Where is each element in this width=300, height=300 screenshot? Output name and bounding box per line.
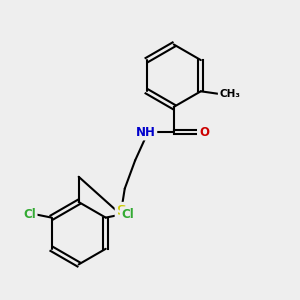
Text: NH: NH [136,126,155,139]
Text: S: S [117,204,127,218]
Text: O: O [199,126,209,139]
Text: Cl: Cl [122,208,134,221]
Text: Cl: Cl [23,208,36,221]
Text: CH₃: CH₃ [219,89,240,99]
